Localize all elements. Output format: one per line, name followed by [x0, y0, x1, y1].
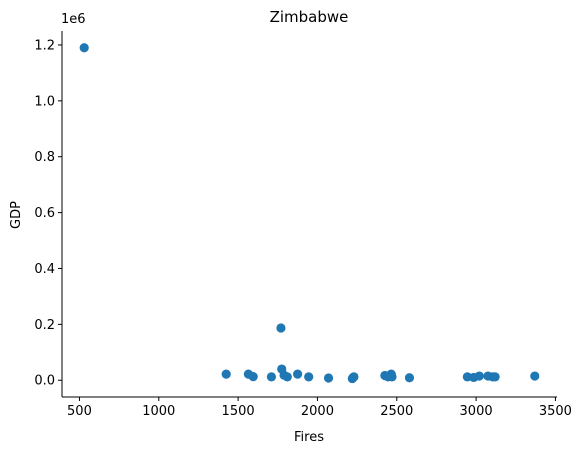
chart-title: Zimbabwe [270, 8, 349, 26]
y-tick-label: 1.0 [34, 94, 55, 109]
data-point [221, 369, 231, 379]
x-tick-label: 1500 [222, 404, 255, 419]
data-point [79, 43, 89, 53]
y-tick-label: 0.4 [34, 262, 55, 277]
y-ticks: 0.0 0.2 0.4 0.6 0.8 1.0 1.2 [34, 38, 62, 389]
data-point [349, 372, 359, 382]
x-tick-label: 1000 [142, 404, 175, 419]
x-axis-label: Fires [294, 430, 324, 445]
data-point [404, 373, 415, 383]
y-tick-label: 0.6 [34, 206, 55, 221]
data-point [282, 372, 292, 382]
data-point [530, 371, 540, 381]
data-point [304, 372, 314, 382]
y-scale-label: 1e6 [61, 12, 86, 27]
x-ticks: 500 1000 1500 2000 2500 3000 3500 [67, 397, 572, 419]
plot-area [79, 43, 540, 384]
x-tick-label: 2500 [380, 404, 413, 419]
data-point [490, 372, 500, 382]
y-tick-label: 0.2 [34, 318, 55, 333]
data-point [248, 372, 258, 382]
x-tick-label: 3500 [539, 404, 572, 419]
y-tick-label: 0.0 [34, 374, 55, 389]
data-point [276, 323, 286, 333]
x-tick-label: 3000 [460, 404, 493, 419]
data-point [387, 372, 397, 382]
x-tick-label: 500 [67, 404, 92, 419]
y-tick-label: 1.2 [34, 38, 55, 53]
data-point [293, 369, 303, 379]
data-point [474, 371, 484, 381]
y-tick-label: 0.8 [34, 150, 55, 165]
y-axis-label: GDP [9, 201, 24, 229]
x-tick-label: 2000 [301, 404, 334, 419]
data-point [266, 372, 277, 382]
data-point [323, 373, 334, 383]
